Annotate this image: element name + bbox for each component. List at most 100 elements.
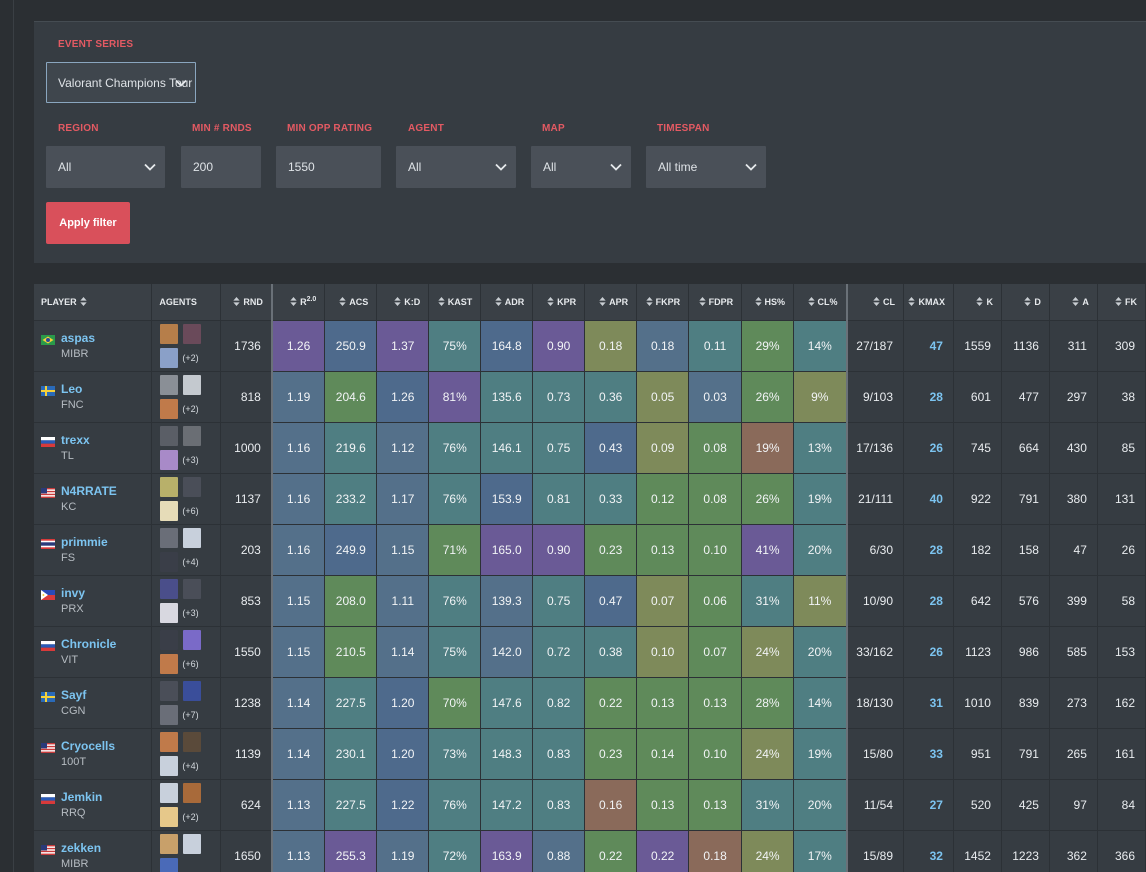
header-k-label: K [986, 296, 993, 307]
header-fdpr[interactable]: FDPR [688, 284, 743, 321]
player-name[interactable]: Leo [61, 382, 83, 396]
header-kmax[interactable]: KMAX [903, 284, 954, 321]
agent-portrait-icon [160, 347, 179, 368]
player-name[interactable]: Jemkin [61, 790, 103, 804]
fkpr-cell: 0.13 [636, 779, 690, 831]
player-cell[interactable]: Jemkin RRQ [34, 779, 153, 831]
agent-portrait-icon [183, 578, 202, 599]
header-agents: AGENTS [151, 284, 222, 321]
timespan-select[interactable]: All time [646, 146, 766, 188]
header-kd-label: K:D [404, 296, 421, 307]
player-cell[interactable]: zekken MIBR [34, 830, 153, 872]
fkpr-cell: 0.09 [636, 422, 690, 474]
header-cl-pct[interactable]: CL% [793, 284, 848, 321]
header-cl[interactable]: CL [845, 284, 904, 321]
agents-more-count: (+7) [182, 709, 199, 720]
k-cell: 642 [953, 575, 1002, 627]
sort-icon [908, 296, 916, 306]
map-select[interactable]: All [531, 146, 631, 188]
player-cell[interactable]: aspas MIBR [34, 320, 153, 372]
header-d[interactable]: D [1001, 284, 1050, 321]
adr-cell: 147.2 [480, 779, 534, 831]
player-cell[interactable]: invy PRX [34, 575, 153, 627]
player-name[interactable]: aspas [61, 331, 96, 345]
region-select[interactable]: All [46, 146, 165, 188]
player-team: VIT [61, 654, 79, 666]
header-kpr[interactable]: KPR [532, 284, 586, 321]
header-a[interactable]: A [1049, 284, 1098, 321]
cl-cell: 33/162 [845, 626, 904, 678]
agents-cell: (+3) [151, 575, 222, 627]
agent-select[interactable]: All [396, 146, 516, 188]
d-cell: 664 [1001, 422, 1050, 474]
agents-more-count: (+6) [182, 658, 199, 669]
apply-filter-button[interactable]: Apply filter [46, 202, 130, 244]
header-adr-label: ADR [504, 296, 525, 307]
player-name[interactable]: trexx [61, 433, 90, 447]
sort-icon [754, 296, 762, 306]
agent-portrait-icon [183, 323, 202, 344]
sort-icon [495, 296, 502, 306]
player-cell[interactable]: primmie FS [34, 524, 153, 576]
player-name[interactable]: Sayf [61, 688, 87, 702]
agent-label: AGENT [408, 123, 444, 134]
agent-value: All [408, 160, 422, 174]
k-cell: 951 [953, 728, 1002, 780]
adr-cell: 135.6 [480, 371, 534, 423]
cl-pct-cell: 20% [793, 626, 848, 678]
player-name[interactable]: primmie [61, 535, 108, 549]
event-series-select[interactable]: Valorant Champions Tour [46, 62, 196, 103]
player-name[interactable]: invy [61, 586, 86, 600]
header-kast[interactable]: KAST [428, 284, 482, 321]
agent-portrait-icon [160, 704, 179, 725]
header-player[interactable]: PLAYER [34, 284, 153, 321]
player-name[interactable]: zekken [61, 841, 102, 855]
header-acs[interactable]: ACS [324, 284, 378, 321]
kmax-cell: 31 [903, 677, 954, 729]
player-cell[interactable]: Leo FNC [34, 371, 153, 423]
sort-icon [80, 296, 87, 306]
kast-cell: 71% [428, 524, 482, 576]
cl-cell: 17/136 [845, 422, 904, 474]
player-name[interactable]: Chronicle [61, 637, 117, 651]
header-rating[interactable]: R2.0 [270, 284, 326, 321]
header-hs[interactable]: HS% [741, 284, 795, 321]
acs-cell: 233.2 [324, 473, 378, 525]
header-fk[interactable]: FK [1097, 284, 1146, 321]
agent-portrait-icon [160, 425, 179, 446]
header-apr[interactable]: APR [584, 284, 638, 321]
agent-portrait-icon [160, 629, 179, 650]
kd-cell: 1.14 [376, 626, 430, 678]
player-cell[interactable]: trexx TL [34, 422, 153, 474]
min-opp-rating-input[interactable]: 1550 [276, 146, 381, 188]
min-rounds-input[interactable]: 200 [181, 146, 261, 188]
player-cell[interactable]: N4RRATE KC [34, 473, 153, 525]
header-kd[interactable]: K:D [376, 284, 430, 321]
cl-cell: 10/90 [845, 575, 904, 627]
k-cell: 520 [953, 779, 1002, 831]
player-team: FNC [61, 399, 84, 411]
acs-cell: 210.5 [324, 626, 378, 678]
rnd-cell: 1650 [220, 830, 273, 872]
agents-cell: (+4) [151, 728, 222, 780]
player-cell[interactable]: Cryocells 100T [34, 728, 153, 780]
player-name[interactable]: Cryocells [61, 739, 116, 753]
header-a-label: A [1082, 296, 1089, 307]
cl-cell: 18/130 [845, 677, 904, 729]
min-opp-rating-label: MIN OPP RATING [287, 123, 373, 134]
header-k[interactable]: K [953, 284, 1002, 321]
header-fkpr[interactable]: FKPR [636, 284, 690, 321]
player-cell[interactable]: Sayf CGN [34, 677, 153, 729]
kd-cell: 1.26 [376, 371, 430, 423]
fkpr-cell: 0.12 [636, 473, 690, 525]
kast-cell: 76% [428, 473, 482, 525]
rating-cell: 1.16 [270, 524, 326, 576]
header-adr[interactable]: ADR [480, 284, 534, 321]
rating-cell: 1.14 [270, 728, 326, 780]
country-flag-icon [41, 844, 55, 855]
fk-cell: 162 [1097, 677, 1146, 729]
player-name[interactable]: N4RRATE [61, 484, 117, 498]
player-cell[interactable]: Chronicle VIT [34, 626, 153, 678]
agents-cell: (+2) [151, 779, 222, 831]
header-rnd[interactable]: RND [220, 284, 273, 321]
